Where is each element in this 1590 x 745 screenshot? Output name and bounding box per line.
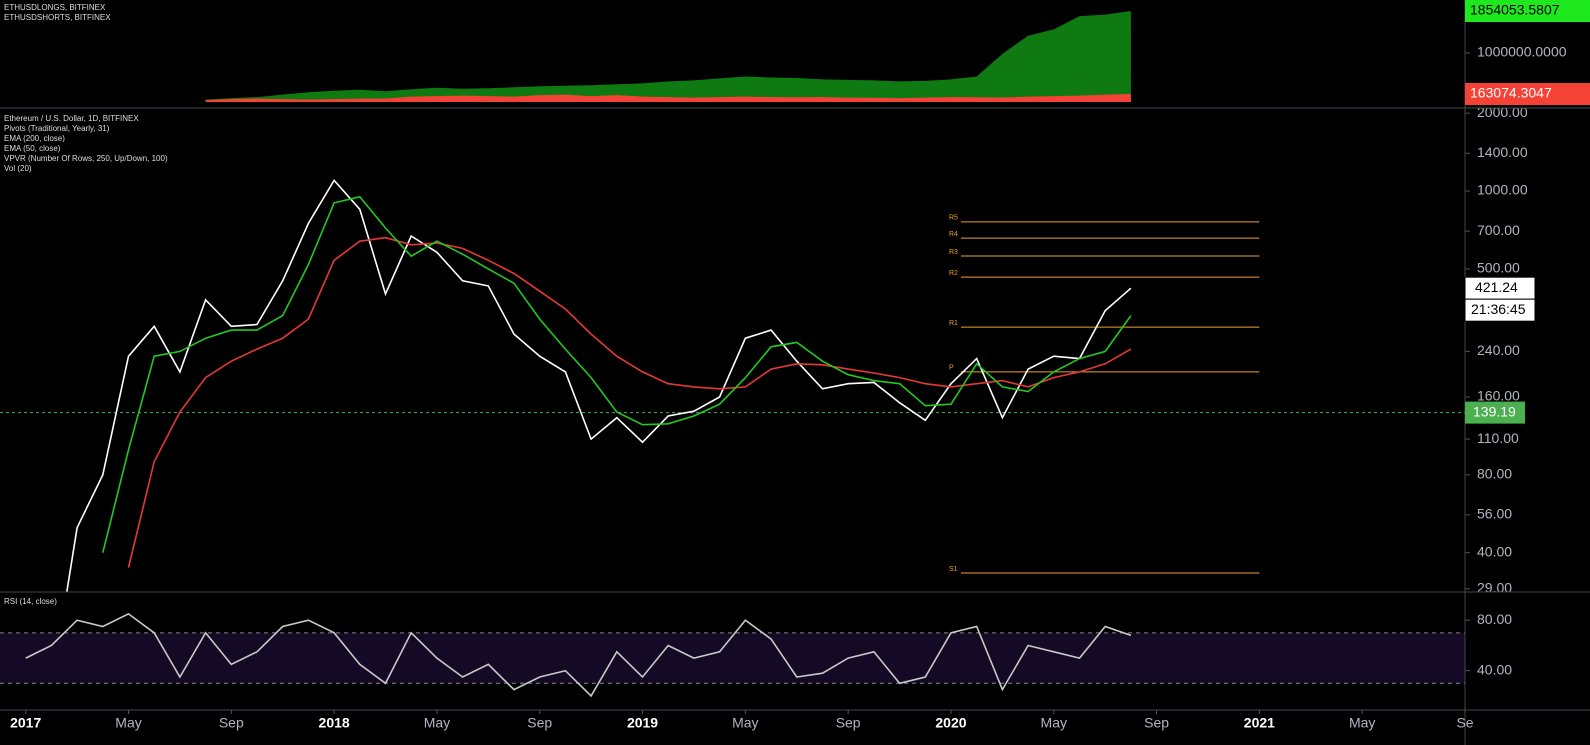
x-tick-label: May bbox=[424, 715, 450, 731]
x-tick-label: May bbox=[732, 715, 758, 731]
rsi-band bbox=[0, 632, 1465, 684]
x-tick-label: May bbox=[1041, 715, 1067, 731]
x-tick-label: Se bbox=[1456, 715, 1473, 731]
x-tick-label: Sep bbox=[1144, 715, 1169, 731]
area bbox=[205, 94, 1131, 103]
x-tick-label: May bbox=[1349, 715, 1375, 731]
value-label: 1854053.5807 bbox=[1470, 2, 1560, 18]
y-tick-label: 80.00 bbox=[1477, 611, 1512, 627]
pivot-label: P bbox=[949, 365, 954, 372]
y-tick-label: 700.00 bbox=[1477, 222, 1520, 238]
pivot-label: R4 bbox=[949, 231, 958, 238]
legend-entry: VPVR (Number Of Rows, 250, Up/Down, 100) bbox=[4, 154, 168, 163]
legend-entry: ETHUSDLONGS, BITFINEX bbox=[4, 3, 106, 12]
x-tick-label: May bbox=[115, 715, 141, 731]
x-tick-label: Sep bbox=[219, 715, 244, 731]
y-tick-label: 1400.00 bbox=[1477, 144, 1528, 160]
x-tick-label: 2021 bbox=[1244, 715, 1275, 731]
legend-entry: Ethereum / U.S. Dollar, 1D, BITFINEX bbox=[4, 114, 139, 123]
legend-entry: Pivots (Traditional, Yearly, 31) bbox=[4, 124, 110, 133]
y-tick-label: 160.00 bbox=[1477, 388, 1520, 404]
pivot-label: R2 bbox=[949, 270, 958, 277]
countdown-bg bbox=[1464, 298, 1536, 322]
panel bbox=[0, 178, 1465, 592]
y-tick-label: 29.00 bbox=[1477, 580, 1512, 596]
y-tick-label: 56.00 bbox=[1477, 506, 1512, 522]
x-tick-label: 2019 bbox=[627, 715, 658, 731]
y-tick-label: 80.00 bbox=[1477, 466, 1512, 482]
x-tick-label: 2018 bbox=[319, 715, 350, 731]
x-tick-label: Sep bbox=[527, 715, 552, 731]
legend-entry: RSI (14, close) bbox=[4, 597, 57, 606]
y-tick-label: 1000.00 bbox=[1477, 182, 1528, 198]
legend-entry: EMA (200, close) bbox=[4, 134, 65, 143]
x-tick-label: Sep bbox=[836, 715, 861, 731]
pivot-label: R5 bbox=[949, 215, 958, 222]
y-tick-label: 240.00 bbox=[1477, 342, 1520, 358]
value-label-bg bbox=[1465, 401, 1525, 424]
line bbox=[102, 195, 1132, 553]
value-label: 163074.3047 bbox=[1470, 85, 1552, 101]
panel bbox=[205, 11, 1131, 103]
legend-entry: Vol (20) bbox=[4, 164, 32, 173]
y-tick-label: 1000000.0000 bbox=[1477, 44, 1567, 60]
area bbox=[205, 11, 1131, 103]
legend-entry: ETHUSDSHORTS, BITFINEX bbox=[4, 13, 111, 22]
pivot-label: R1 bbox=[949, 320, 958, 327]
y-tick-label: 2000.00 bbox=[1477, 104, 1528, 120]
value-label: 421.24 bbox=[1475, 279, 1518, 295]
y-tick-label: 40.00 bbox=[1477, 543, 1512, 559]
pivot-label: S1 bbox=[949, 566, 958, 573]
value-label: 139.19 bbox=[1473, 403, 1516, 419]
value-label-bg bbox=[1465, 83, 1590, 106]
x-tick-label: 2020 bbox=[935, 715, 966, 731]
y-tick-label: 40.00 bbox=[1477, 661, 1512, 677]
x-tick-label: 2017 bbox=[10, 715, 41, 731]
y-tick-label: 500.00 bbox=[1477, 260, 1520, 276]
legend-entry: EMA (50, close) bbox=[4, 144, 61, 153]
value-label-bg bbox=[1465, 0, 1590, 22]
countdown: 21:36:45 bbox=[1471, 301, 1526, 317]
pivot-label: R3 bbox=[949, 249, 958, 256]
panel bbox=[0, 612, 1465, 698]
line bbox=[65, 178, 1132, 592]
line bbox=[25, 612, 1132, 698]
y-tick-label: 110.00 bbox=[1477, 430, 1519, 446]
